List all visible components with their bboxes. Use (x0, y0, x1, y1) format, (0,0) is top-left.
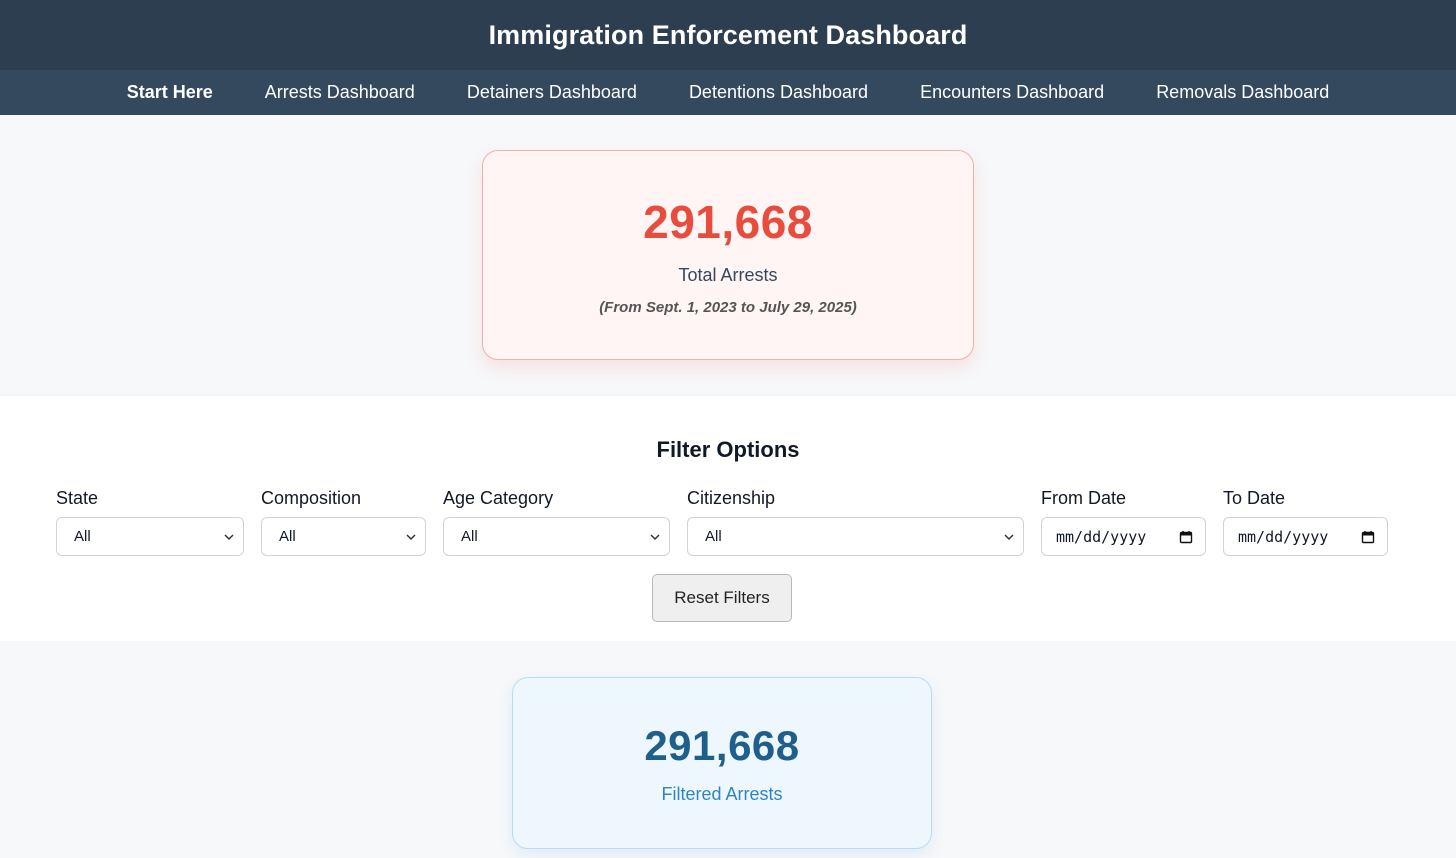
from-date-label: From Date (1041, 488, 1127, 508)
chevron-down-icon (406, 533, 416, 540)
state-select[interactable]: All (56, 517, 244, 556)
summary-section: 291,668 Total Arrests (From Sept. 1, 202… (0, 115, 1456, 396)
nav-detentions-dashboard[interactable]: Detentions Dashboard (688, 82, 869, 102)
nav-arrests-dashboard[interactable]: Arrests Dashboard (264, 82, 415, 102)
citizenship-select-value: All (705, 528, 722, 545)
date-range-note: (From Sept. 1, 2023 to July 29, 2025) (599, 299, 857, 316)
page-title: Immigration Enforcement Dashboard (488, 19, 968, 50)
to-date-label: To Date (1223, 488, 1286, 508)
age-category-select-value: All (461, 528, 478, 545)
main-nav: Start Here Arrests Dashboard Detainers D… (0, 70, 1456, 115)
total-arrests-label: Total Arrests (678, 265, 778, 285)
to-date-placeholder: mm/dd/yyyy (1238, 527, 1329, 546)
total-arrests-card: 291,668 Total Arrests (From Sept. 1, 202… (482, 150, 974, 360)
app-header: Immigration Enforcement Dashboard (0, 0, 1456, 70)
filter-panel: Filter Options State All Composition All… (0, 396, 1456, 641)
chevron-down-icon (224, 533, 234, 540)
state-label: State (56, 488, 99, 508)
filtered-section: 291,668 Filtered Arrests (0, 641, 1456, 858)
calendar-icon[interactable] (1179, 530, 1193, 544)
composition-select[interactable]: All (261, 517, 426, 556)
composition-select-value: All (279, 528, 296, 545)
chevron-down-icon (650, 533, 660, 540)
from-date-input[interactable]: mm/dd/yyyy (1041, 517, 1206, 556)
composition-label: Composition (261, 488, 362, 508)
calendar-icon[interactable] (1361, 530, 1375, 544)
filter-title: Filter Options (656, 437, 800, 462)
composition-filter: Composition All (261, 488, 426, 556)
age-category-filter: Age Category All (443, 488, 670, 556)
total-arrests-value: 291,668 (643, 196, 813, 248)
reset-filters-button[interactable]: Reset Filters (652, 574, 792, 622)
to-date-filter: To Date mm/dd/yyyy (1223, 488, 1388, 556)
citizenship-filter: Citizenship All (687, 488, 1024, 556)
nav-detainers-dashboard[interactable]: Detainers Dashboard (466, 82, 637, 102)
citizenship-label: Citizenship (687, 488, 776, 508)
age-category-select[interactable]: All (443, 517, 670, 556)
nav-start-here[interactable]: Start Here (126, 82, 213, 102)
state-filter: State All (56, 488, 244, 556)
citizenship-select[interactable]: All (687, 517, 1024, 556)
nav-removals-dashboard[interactable]: Removals Dashboard (1156, 82, 1330, 102)
state-select-value: All (74, 528, 91, 545)
filtered-arrests-value: 291,668 (644, 722, 800, 769)
nav-encounters-dashboard[interactable]: Encounters Dashboard (920, 82, 1105, 102)
from-date-filter: From Date mm/dd/yyyy (1041, 488, 1206, 556)
to-date-input[interactable]: mm/dd/yyyy (1223, 517, 1388, 556)
age-category-label: Age Category (443, 488, 554, 508)
chevron-down-icon (1004, 533, 1014, 540)
from-date-placeholder: mm/dd/yyyy (1056, 527, 1147, 546)
filtered-arrests-label: Filtered Arrests (661, 784, 783, 804)
filtered-arrests-card: 291,668 Filtered Arrests (512, 677, 932, 849)
